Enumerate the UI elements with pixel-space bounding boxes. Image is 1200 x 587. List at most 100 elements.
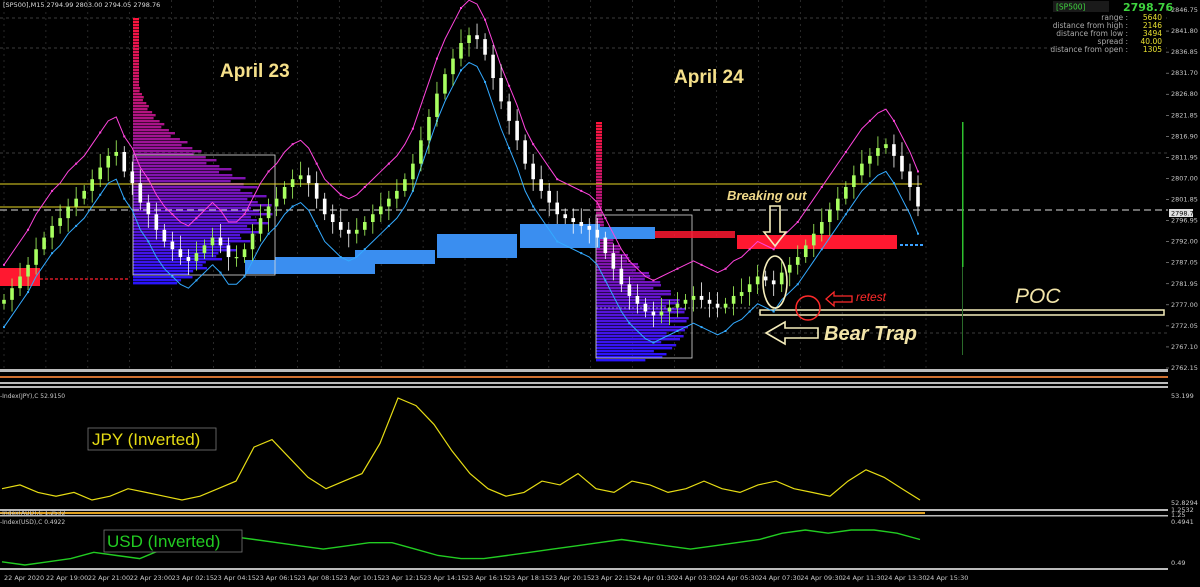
band-marker [508,84,511,87]
candle-body [274,198,279,207]
band-marker [3,263,5,266]
volume-profile-bar [133,21,139,24]
time-tick-label: 23 Apr 14:15 [423,574,465,582]
price-tick-label: 2811.95 [1171,153,1198,161]
candle-body [787,264,792,273]
band-marker [580,189,583,192]
band-marker [195,279,198,282]
band-marker [724,267,727,270]
red-zones [0,231,925,286]
volume-profile-bar [133,129,169,132]
time-axis[interactable]: 22 Apr 2020 22 Apr 19:00 22 Apr 21:00 22 Ap… [4,574,968,582]
candle-body [266,206,271,219]
volume-profile-bar [133,117,154,120]
volume-profile-bar [596,329,685,332]
band-marker [532,143,535,146]
jpy-label-box [87,427,217,451]
price-tick-label: 2831.70 [1171,69,1198,77]
volume-profile-bar [596,221,604,224]
volume-profile-bar [596,149,602,152]
candle-body [868,155,872,164]
volume-profile-bar [133,123,165,126]
band-marker [700,263,703,266]
band-marker [484,18,487,21]
band-marker [75,224,78,227]
volume-profile-bar [133,174,233,177]
candle-body [218,237,223,246]
value-area-bar [600,227,655,239]
band-marker [628,259,631,262]
volume-profile-bar [133,135,171,138]
candle-body [836,198,840,211]
time-tick-label: 24 Apr 15:30 [926,574,968,582]
time-tick-label: 22 Apr 23:00 [130,574,172,582]
candle-body [330,214,335,223]
symbol-header: [SP500],M15 2794.99 2803.00 2794.05 2798… [3,1,160,9]
band-marker [508,147,511,150]
candle-body [795,257,800,265]
volume-profile-bar [133,180,231,183]
info-row-value: 40.00 [1141,37,1163,46]
band-marker [123,197,126,200]
volume-profile-bar [596,263,639,266]
candle-body [828,210,832,223]
volume-profile-bar [596,248,621,251]
band-marker [363,248,366,251]
candle-body [539,179,543,191]
candle-body [571,218,576,223]
band-marker [267,170,270,173]
volume-profile-bar [133,204,272,207]
volume-profile-bar [596,296,661,299]
candle-body [162,229,167,242]
volume-profile-bar [596,146,602,149]
annotation-bear-trap: Bear Trap [824,323,917,345]
candle-body [427,116,431,141]
volume-profile-bar [133,111,153,114]
volume-profile-bar [133,147,193,150]
band-marker [628,322,631,325]
usd-label-box [103,529,243,553]
candle-body [819,222,824,234]
band-marker [748,248,751,251]
volume-profile-bar [133,282,178,285]
volume-profile-bar [133,231,262,234]
volume-profile-bar [596,290,671,293]
band-marker [556,240,559,243]
band-marker [868,119,871,122]
volume-profile-bar [133,18,139,21]
volume-profile-bar [133,216,251,219]
volume-profile-bar [133,84,139,87]
volume-profile-bar [596,281,661,284]
volume-profile-bar [133,108,148,111]
volume-profile-bar [596,326,688,329]
price-tick-label: 2777.00 [1171,301,1198,309]
candle-body [170,241,175,250]
volume-profile-bar [133,78,139,81]
band-marker [724,329,727,332]
volume-profile-bar [133,45,139,48]
volume-profile-bar [596,332,667,335]
time-tick-label: 23 Apr 08:15 [297,574,339,582]
band-marker [652,279,655,282]
price-scale[interactable]: 2846.75 2841.80 2836.85 2831.70 2826.80 2821.… [1166,6,1198,372]
candle-body [731,295,736,304]
volume-profile-bar [596,359,646,362]
candle-body [908,171,912,187]
band-marker [460,7,462,9]
band-marker [291,143,294,146]
time-tick-label: 23 Apr 04:15 [214,574,256,582]
band-marker [652,341,655,344]
candle-body [860,163,864,176]
volume-profile-bar [133,66,139,69]
volume-profile-bar [596,347,673,350]
volume-profile-bar [596,314,670,317]
candle-body [90,179,94,191]
candle-body [122,151,127,172]
candle-body [515,120,519,141]
volume-profile-bar [133,273,190,276]
candle-body [699,295,704,300]
volume-profile-bar [133,99,143,102]
band-marker [484,80,487,83]
volume-profile-bar [133,39,139,42]
